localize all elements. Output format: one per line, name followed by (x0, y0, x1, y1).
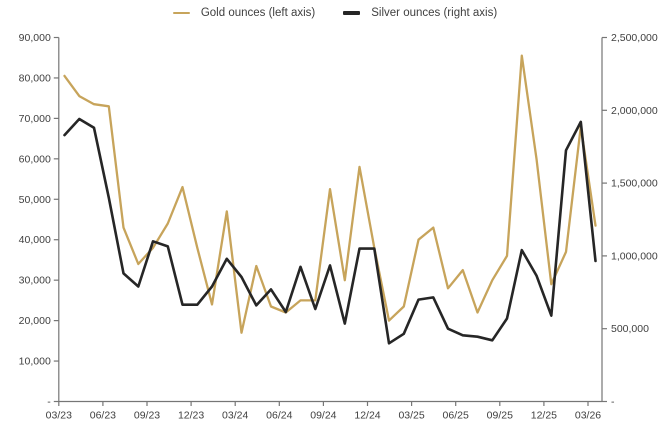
legend-label-silver: Silver ounces (right axis) (371, 7, 498, 19)
x-axis-tick-label: 06/23 (90, 410, 116, 422)
left-axis-tick-label: 30,000 (19, 275, 51, 287)
x-axis-tick-label: 06/25 (443, 410, 469, 422)
x-axis-tick-label: 03/25 (398, 410, 424, 422)
x-axis-tick-label: 09/23 (134, 410, 160, 422)
gold-series-swatch (172, 11, 190, 15)
x-axis-tick-label: 03/24 (222, 410, 248, 422)
right-axis-tick-label: - (611, 396, 615, 408)
left-axis-tick-label: 10,000 (19, 356, 51, 368)
left-axis-tick-label: 90,000 (19, 32, 51, 44)
right-axis-tick-label: 1,500,000 (611, 178, 658, 190)
legend-item-gold[interactable]: Gold ounces (left axis) (172, 7, 316, 19)
left-axis-tick-label: 80,000 (19, 72, 51, 84)
right-axis-tick-label: 2,500,000 (611, 32, 658, 44)
x-axis-tick-label: 09/25 (487, 410, 513, 422)
left-axis-tick-label: 60,000 (19, 153, 51, 165)
right-axis-tick-label: 2,000,000 (611, 105, 658, 117)
silver-series-swatch (343, 11, 361, 15)
x-axis-tick-label: 06/24 (266, 410, 292, 422)
legend: Gold ounces (left axis) Silver ounces (r… (0, 7, 670, 19)
left-axis-tick-label: - (47, 396, 51, 408)
x-axis-tick-label: 03/26 (575, 410, 601, 422)
left-axis-tick-label: 50,000 (19, 194, 51, 206)
right-axis-tick-label: 1,000,000 (611, 250, 658, 262)
legend-item-silver[interactable]: Silver ounces (right axis) (343, 7, 497, 19)
x-axis-tick-label: 12/25 (531, 410, 557, 422)
x-axis-tick-label: 03/23 (46, 410, 72, 422)
silver-series-line[interactable] (63, 117, 597, 345)
x-axis-tick-label: 09/24 (310, 410, 336, 422)
right-axis-tick-label: 500,000 (611, 323, 649, 335)
x-axis-tick-label: 12/24 (354, 410, 380, 422)
legend-label-gold: Gold ounces (left axis) (200, 7, 316, 19)
gold-series-line[interactable] (63, 54, 597, 334)
x-axis-tick-label: 12/23 (178, 410, 204, 422)
left-axis-tick-label: 70,000 (19, 113, 51, 125)
left-axis-tick-label: 20,000 (19, 315, 51, 327)
left-axis-tick-label: 40,000 (19, 234, 51, 246)
